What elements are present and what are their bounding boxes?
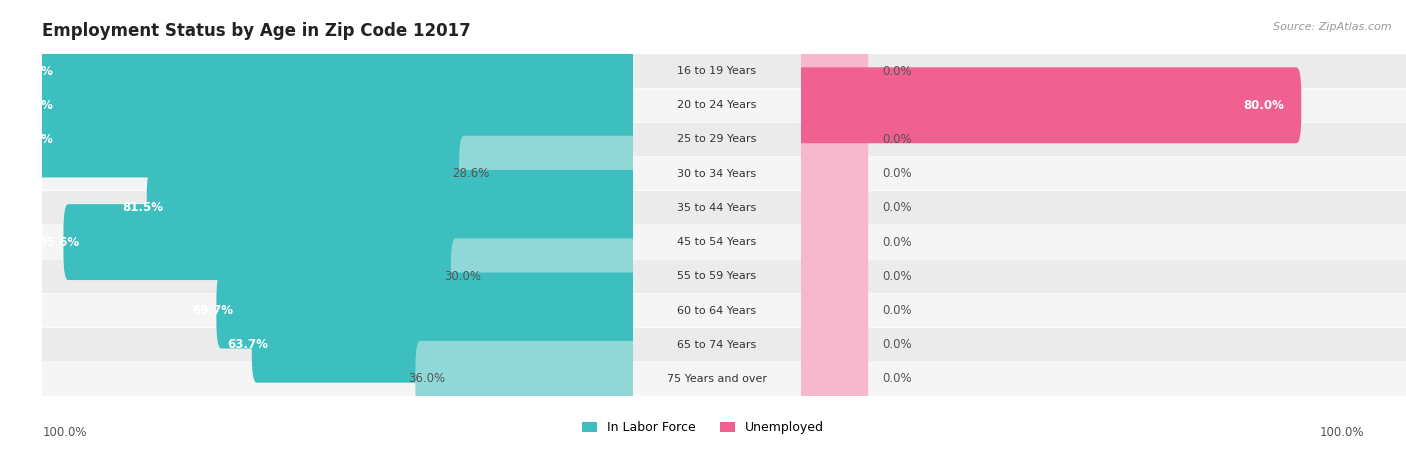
Text: 0.0%: 0.0%	[882, 373, 911, 385]
Text: 0.0%: 0.0%	[882, 65, 911, 77]
Text: 60 to 64 Years: 60 to 64 Years	[678, 306, 756, 315]
FancyBboxPatch shape	[633, 225, 801, 259]
Text: 20 to 24 Years: 20 to 24 Years	[678, 100, 756, 110]
Text: 28.6%: 28.6%	[451, 167, 489, 180]
FancyBboxPatch shape	[42, 191, 633, 225]
FancyBboxPatch shape	[796, 170, 869, 246]
FancyBboxPatch shape	[633, 294, 801, 327]
FancyBboxPatch shape	[633, 54, 801, 88]
Text: 30.0%: 30.0%	[444, 270, 481, 283]
FancyBboxPatch shape	[801, 54, 1406, 88]
FancyBboxPatch shape	[63, 204, 637, 280]
Text: 35 to 44 Years: 35 to 44 Years	[678, 203, 756, 213]
Text: 0.0%: 0.0%	[882, 304, 911, 317]
Text: 0.0%: 0.0%	[882, 270, 911, 283]
Text: 100.0%: 100.0%	[6, 99, 53, 112]
FancyBboxPatch shape	[633, 362, 801, 396]
FancyBboxPatch shape	[42, 89, 633, 122]
FancyBboxPatch shape	[801, 294, 1406, 327]
FancyBboxPatch shape	[451, 238, 637, 314]
FancyBboxPatch shape	[633, 157, 801, 190]
FancyBboxPatch shape	[42, 225, 633, 259]
FancyBboxPatch shape	[633, 260, 801, 293]
Text: 36.0%: 36.0%	[408, 373, 446, 385]
FancyBboxPatch shape	[796, 68, 1302, 143]
FancyBboxPatch shape	[415, 341, 637, 417]
FancyBboxPatch shape	[801, 225, 1406, 259]
FancyBboxPatch shape	[801, 328, 1406, 361]
FancyBboxPatch shape	[42, 54, 633, 88]
FancyBboxPatch shape	[796, 68, 869, 143]
Text: 63.7%: 63.7%	[228, 338, 269, 351]
FancyBboxPatch shape	[633, 328, 801, 361]
FancyBboxPatch shape	[796, 136, 869, 212]
FancyBboxPatch shape	[633, 89, 801, 122]
Text: 80.0%: 80.0%	[1243, 99, 1284, 112]
Text: 95.6%: 95.6%	[39, 236, 80, 248]
Text: 30 to 34 Years: 30 to 34 Years	[678, 169, 756, 179]
FancyBboxPatch shape	[42, 362, 633, 396]
FancyBboxPatch shape	[801, 362, 1406, 396]
FancyBboxPatch shape	[801, 89, 1406, 122]
FancyBboxPatch shape	[42, 157, 633, 190]
FancyBboxPatch shape	[796, 307, 869, 382]
FancyBboxPatch shape	[38, 102, 637, 177]
FancyBboxPatch shape	[796, 238, 869, 314]
FancyBboxPatch shape	[460, 136, 637, 212]
Legend: In Labor Force, Unemployed: In Labor Force, Unemployed	[576, 416, 830, 439]
FancyBboxPatch shape	[796, 33, 869, 109]
FancyBboxPatch shape	[42, 123, 633, 156]
Text: 69.7%: 69.7%	[191, 304, 233, 317]
Text: 0.0%: 0.0%	[882, 133, 911, 146]
FancyBboxPatch shape	[801, 191, 1406, 225]
Text: 100.0%: 100.0%	[6, 65, 53, 77]
FancyBboxPatch shape	[796, 204, 869, 280]
FancyBboxPatch shape	[633, 191, 801, 225]
Text: 100.0%: 100.0%	[1319, 426, 1364, 438]
Text: 65 to 74 Years: 65 to 74 Years	[678, 340, 756, 350]
Text: 0.0%: 0.0%	[882, 338, 911, 351]
FancyBboxPatch shape	[146, 170, 637, 246]
FancyBboxPatch shape	[217, 273, 637, 348]
Text: 75 Years and over: 75 Years and over	[666, 374, 768, 384]
FancyBboxPatch shape	[42, 328, 633, 361]
Text: 16 to 19 Years: 16 to 19 Years	[678, 66, 756, 76]
Text: Source: ZipAtlas.com: Source: ZipAtlas.com	[1274, 22, 1392, 32]
FancyBboxPatch shape	[38, 68, 637, 143]
Text: 55 to 59 Years: 55 to 59 Years	[678, 271, 756, 281]
FancyBboxPatch shape	[796, 341, 869, 417]
Text: 45 to 54 Years: 45 to 54 Years	[678, 237, 756, 247]
FancyBboxPatch shape	[796, 102, 869, 177]
Text: 100.0%: 100.0%	[6, 133, 53, 146]
FancyBboxPatch shape	[801, 260, 1406, 293]
FancyBboxPatch shape	[801, 123, 1406, 156]
Text: 25 to 29 Years: 25 to 29 Years	[678, 135, 756, 144]
FancyBboxPatch shape	[42, 260, 633, 293]
FancyBboxPatch shape	[38, 33, 637, 109]
Text: 0.0%: 0.0%	[882, 202, 911, 214]
FancyBboxPatch shape	[801, 157, 1406, 190]
Text: 81.5%: 81.5%	[122, 202, 163, 214]
Text: 0.0%: 0.0%	[882, 167, 911, 180]
Text: Employment Status by Age in Zip Code 12017: Employment Status by Age in Zip Code 120…	[42, 22, 471, 40]
Text: 100.0%: 100.0%	[42, 426, 87, 438]
FancyBboxPatch shape	[633, 123, 801, 156]
Text: 0.0%: 0.0%	[882, 236, 911, 248]
FancyBboxPatch shape	[42, 294, 633, 327]
FancyBboxPatch shape	[252, 307, 637, 382]
FancyBboxPatch shape	[796, 273, 869, 348]
